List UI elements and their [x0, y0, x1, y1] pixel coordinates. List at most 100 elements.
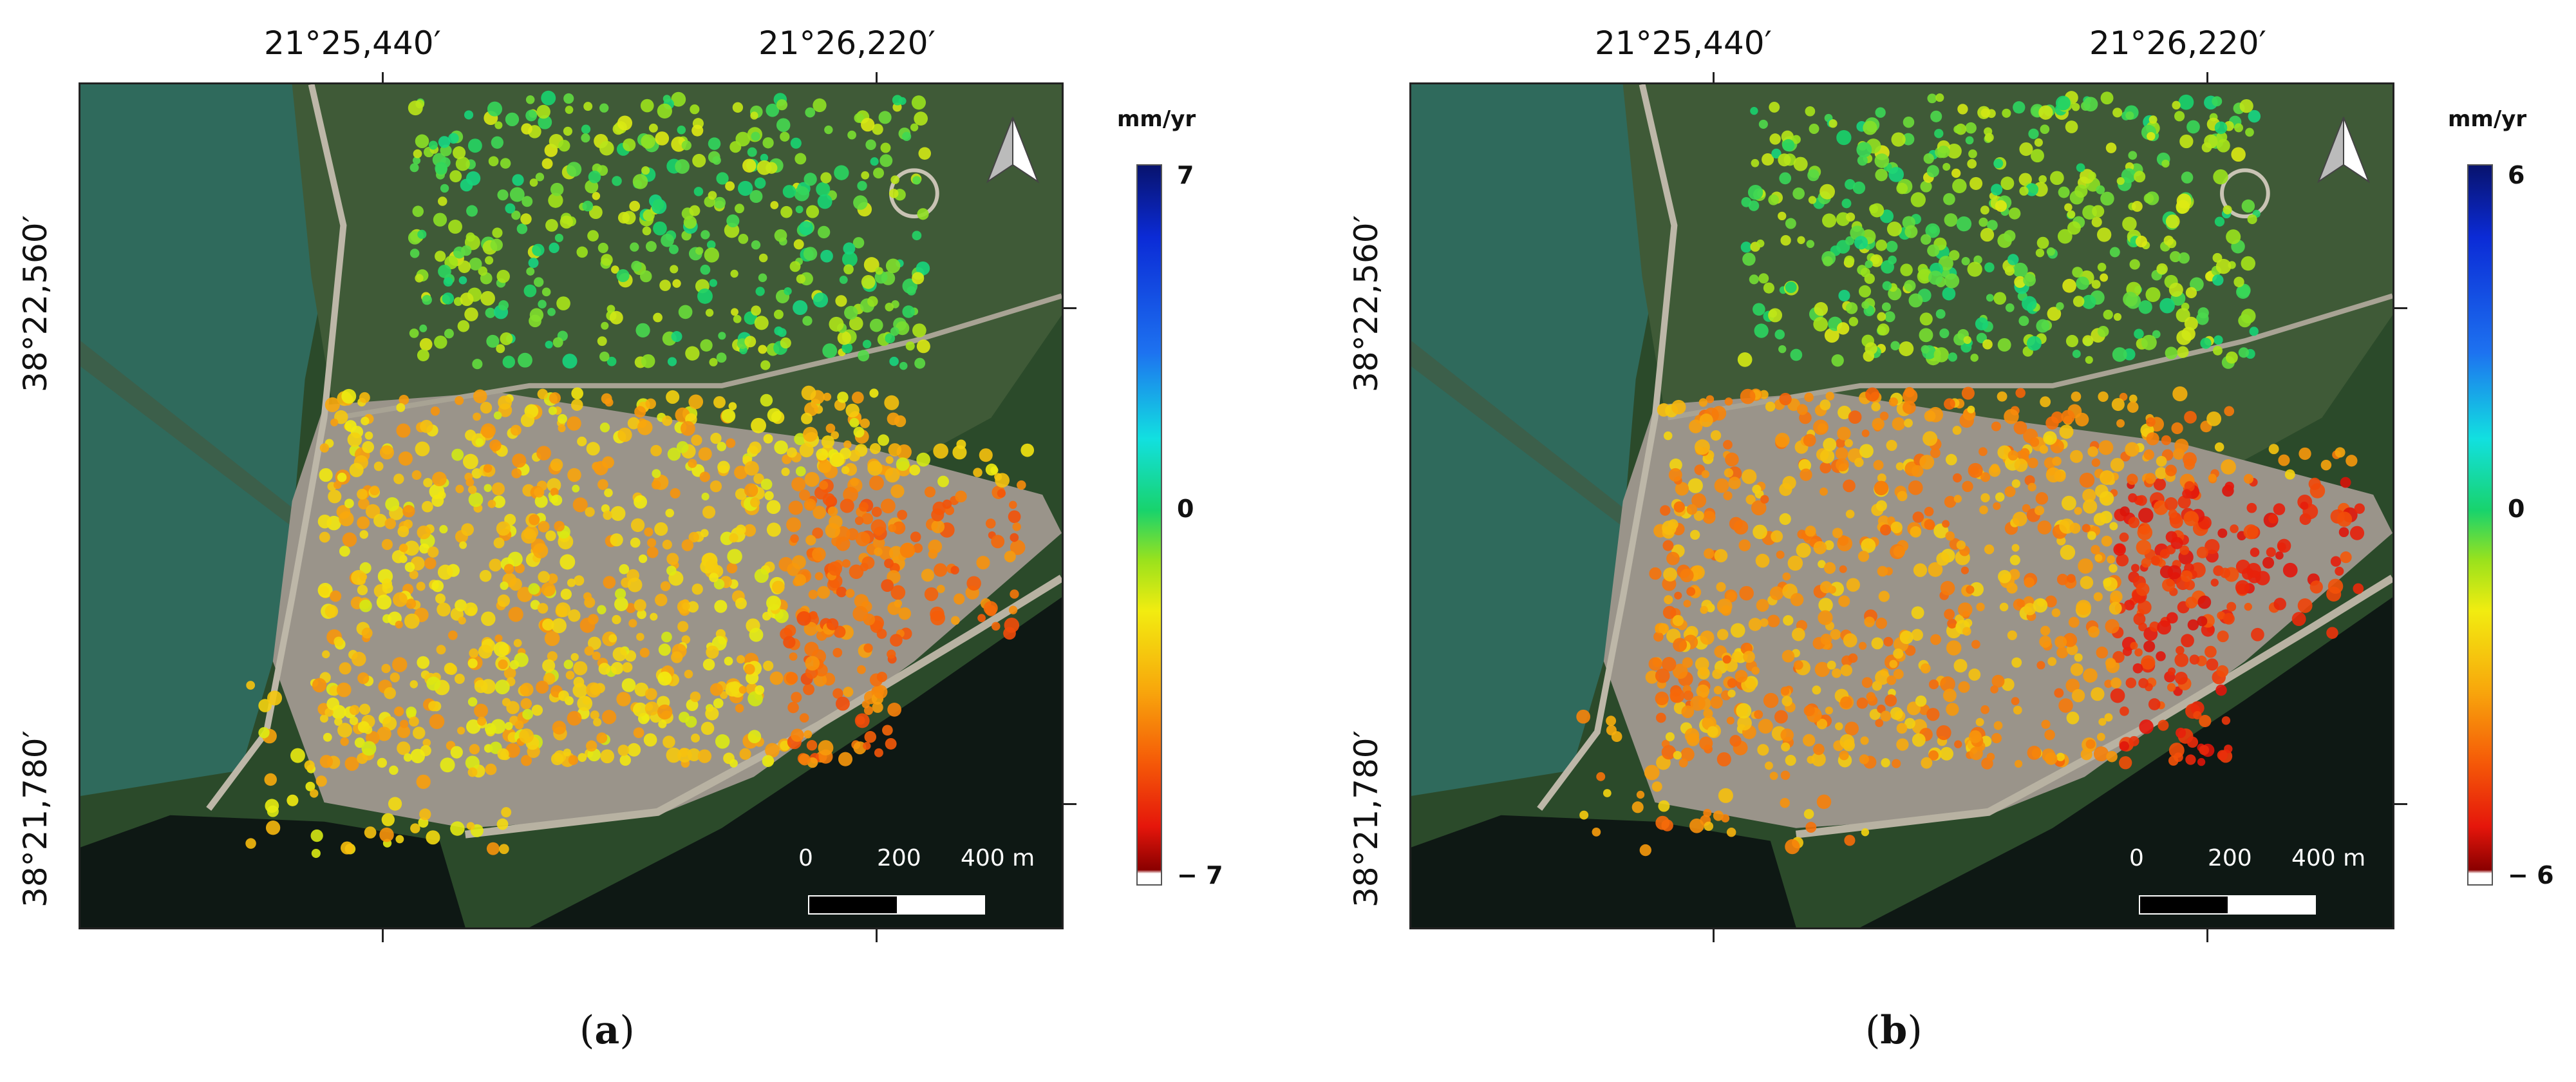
ps-point: [570, 652, 579, 661]
ps-point: [979, 448, 993, 462]
ps-point: [505, 743, 520, 758]
ps-point: [640, 99, 654, 113]
ps-point: [635, 323, 650, 337]
ps-point: [402, 505, 415, 518]
ps-point: [776, 118, 791, 132]
ps-point: [1845, 179, 1856, 190]
ps-point: [1656, 712, 1666, 723]
ps-point: [2236, 285, 2250, 299]
ps-point: [615, 588, 626, 600]
ps-point: [654, 522, 668, 536]
ps-point: [509, 578, 522, 591]
ps-point: [1960, 566, 1969, 574]
ps-point: [1776, 550, 1785, 559]
ps-point: [879, 546, 894, 560]
ps-point: [2184, 481, 2195, 492]
ps-point: [1673, 638, 1688, 652]
ps-point: [361, 627, 373, 639]
ps-point: [1668, 519, 1678, 530]
ps-point: [433, 213, 447, 227]
ps-point: [614, 597, 628, 611]
ps-point: [361, 417, 370, 426]
ps-point: [950, 616, 960, 625]
ps-point: [2013, 262, 2028, 278]
ps-point: [1779, 393, 1792, 406]
ps-point: [691, 584, 703, 595]
ps-point: [2097, 325, 2109, 337]
ps-point: [790, 137, 802, 149]
ps-point: [910, 531, 921, 542]
ps-point: [1982, 339, 1993, 350]
colorbar-min-label: − 7: [1177, 861, 1223, 889]
ps-point: [1902, 388, 1918, 404]
ps-point: [2213, 169, 2228, 185]
ps-point: [1758, 119, 1768, 129]
ps-point: [455, 395, 464, 405]
ps-point: [542, 618, 554, 631]
ps-point: [1769, 101, 1780, 113]
ps-point: [429, 714, 445, 730]
ps-point: [550, 182, 564, 196]
ps-point: [2096, 646, 2109, 659]
ps-point: [473, 389, 487, 404]
ps-point: [887, 649, 896, 659]
ps-point: [894, 599, 903, 608]
ps-point: [550, 458, 563, 471]
north-arrow-icon: [986, 117, 1040, 184]
ps-point: [2004, 266, 2015, 276]
ps-point: [610, 661, 624, 675]
ps-point: [702, 658, 715, 671]
ps-point: [780, 205, 793, 218]
ps-point: [1743, 650, 1755, 663]
ps-point: [319, 443, 330, 453]
ps-point: [409, 716, 419, 727]
ps-point: [2137, 525, 2153, 540]
ps-point: [1980, 227, 1995, 242]
ps-point: [1848, 317, 1859, 327]
scale-label: 400 m: [2291, 845, 2366, 871]
ps-point: [245, 838, 256, 849]
ps-point: [799, 713, 809, 723]
ps-point: [702, 506, 716, 519]
ps-point: [2164, 497, 2178, 511]
ps-point: [510, 424, 522, 436]
ps-point: [324, 708, 334, 717]
ps-point: [478, 266, 488, 276]
ps-point: [1698, 398, 1707, 407]
ps-point: [1872, 417, 1885, 431]
ps-point: [438, 265, 451, 278]
ps-point: [2167, 565, 2182, 580]
tick: [2394, 803, 2407, 805]
ps-point: [447, 631, 458, 640]
ps-point: [2047, 657, 2057, 666]
ps-point: [1008, 510, 1021, 524]
ps-point: [1924, 519, 1935, 530]
ps-point: [2076, 276, 2089, 290]
ps-point: [2062, 278, 2076, 293]
ps-point: [493, 411, 502, 420]
ps-point: [349, 462, 364, 477]
ps-point: [867, 460, 883, 476]
ps-point: [2071, 102, 2080, 111]
ps-point: [1765, 401, 1776, 412]
ps-point: [774, 229, 787, 242]
ps-point: [399, 394, 409, 405]
ps-point: [1860, 736, 1869, 745]
ps-point: [552, 337, 563, 348]
ps-point: [2119, 741, 2130, 752]
ps-point: [2112, 108, 2123, 118]
ps-point: [1911, 629, 1923, 641]
ps-point: [805, 535, 816, 546]
ps-point: [409, 328, 419, 338]
colorbar-unit: mm/yr: [2448, 106, 2527, 132]
ps-point: [357, 584, 368, 596]
ps-point: [997, 489, 1006, 498]
ps-point: [358, 498, 370, 509]
ps-point: [2152, 330, 2161, 339]
ps-point: [1673, 501, 1685, 513]
ps-point: [1984, 133, 1994, 142]
ps-point: [485, 763, 497, 775]
ps-point: [2217, 631, 2229, 643]
ps-point: [782, 185, 796, 198]
ps-point: [691, 434, 702, 446]
